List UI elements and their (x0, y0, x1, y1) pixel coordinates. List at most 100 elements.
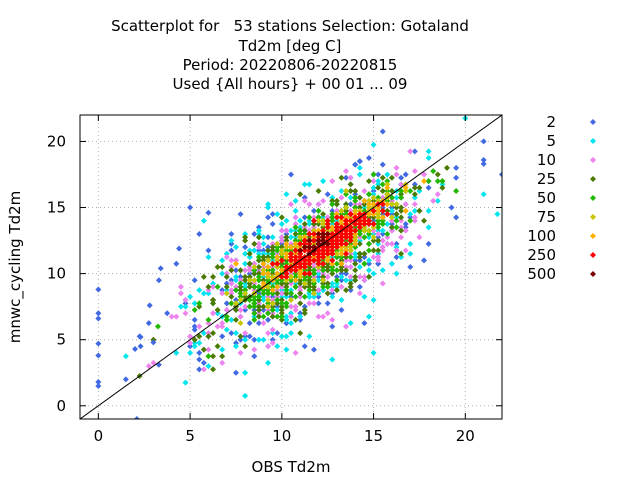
data-point-250 (343, 227, 350, 234)
data-point-2 (301, 194, 308, 201)
data-point-25 (237, 283, 244, 290)
data-point-25 (306, 280, 313, 287)
data-point-5 (315, 277, 322, 284)
data-point-75 (251, 277, 258, 284)
data-point-10 (310, 273, 317, 280)
data-point-5 (278, 333, 285, 340)
data-point-2 (402, 224, 409, 231)
data-point-2 (265, 214, 272, 221)
data-point-5 (329, 293, 336, 300)
data-point-2 (379, 128, 386, 135)
data-point-25 (375, 237, 382, 244)
data-point-5 (219, 346, 226, 353)
data-point-5 (205, 363, 212, 370)
data-point-2 (228, 230, 235, 237)
data-point-2 (260, 247, 267, 254)
data-point-250 (361, 221, 368, 228)
data-point-250 (288, 250, 294, 257)
data-point-10 (411, 214, 418, 221)
data-point-5 (411, 207, 418, 214)
legend-label-2: 2 (546, 113, 556, 131)
data-point-50 (365, 247, 372, 254)
data-point-2 (398, 174, 405, 181)
data-point-250 (329, 237, 336, 244)
data-point-250 (343, 221, 350, 228)
data-point-5 (228, 237, 235, 244)
data-point-25 (260, 254, 267, 261)
data-point-10 (343, 168, 350, 175)
data-point-75 (278, 250, 285, 257)
data-point-100 (352, 240, 359, 247)
data-point-25 (269, 303, 276, 310)
data-point-250 (343, 230, 350, 237)
data-point-10 (375, 254, 382, 261)
data-point-50 (278, 313, 285, 320)
data-point-250 (320, 247, 327, 254)
data-point-75 (338, 247, 345, 254)
data-point-500 (320, 234, 327, 241)
data-point-100 (260, 260, 267, 267)
data-point-5 (278, 287, 285, 294)
data-point-10 (214, 323, 221, 330)
data-point-50 (361, 207, 368, 214)
data-point-50 (292, 293, 299, 300)
data-point-250 (356, 217, 363, 224)
data-point-10 (269, 240, 276, 247)
data-point-75 (352, 207, 359, 214)
data-point-250 (301, 270, 308, 277)
data-point-50 (365, 191, 372, 198)
data-point-50 (329, 264, 336, 270)
data-point-5 (219, 270, 226, 277)
data-point-2 (242, 306, 249, 313)
data-point-25 (292, 316, 299, 323)
data-point-250 (333, 237, 340, 244)
data-point-50 (278, 277, 285, 284)
data-point-250 (338, 240, 345, 247)
data-point-10 (223, 254, 230, 261)
data-point-25 (375, 247, 382, 254)
data-point-25 (347, 188, 354, 194)
data-point-25 (223, 283, 230, 290)
data-point-100 (375, 207, 382, 214)
data-point-5 (200, 217, 207, 224)
data-point-5 (365, 267, 372, 274)
data-point-10 (237, 277, 244, 284)
data-point-25 (214, 343, 221, 350)
data-point-50 (301, 230, 308, 237)
data-point-5 (255, 230, 262, 237)
data-point-75 (343, 244, 350, 251)
data-point-250 (292, 254, 299, 261)
data-point-25 (338, 174, 345, 181)
data-point-25 (210, 330, 217, 337)
data-point-25 (301, 227, 308, 234)
data-point-50 (283, 247, 290, 254)
data-point-250 (297, 260, 304, 267)
data-point-10 (370, 254, 377, 261)
data-point-75 (384, 181, 391, 188)
data-point-75 (269, 300, 276, 307)
data-point-50 (393, 224, 400, 231)
data-point-25 (301, 306, 308, 313)
data-point-2 (375, 234, 382, 241)
data-point-25 (246, 250, 253, 257)
data-point-25 (255, 234, 262, 241)
data-point-75 (310, 240, 317, 247)
data-point-5 (306, 181, 313, 188)
data-point-250 (324, 250, 331, 257)
data-point-100 (379, 214, 386, 221)
data-point-250 (292, 264, 299, 270)
data-point-250 (301, 264, 308, 270)
data-point-5 (283, 313, 290, 320)
data-point-25 (255, 306, 262, 313)
data-point-5 (292, 197, 299, 204)
data-point-500 (324, 240, 331, 247)
data-point-5 (260, 293, 267, 300)
data-point-25 (269, 244, 276, 251)
data-point-5 (288, 320, 294, 327)
data-point-250 (288, 267, 294, 274)
data-point-2 (219, 287, 226, 294)
data-point-25 (393, 211, 400, 218)
data-point-25 (370, 247, 377, 254)
data-point-25 (228, 293, 235, 300)
data-point-5 (306, 217, 313, 224)
